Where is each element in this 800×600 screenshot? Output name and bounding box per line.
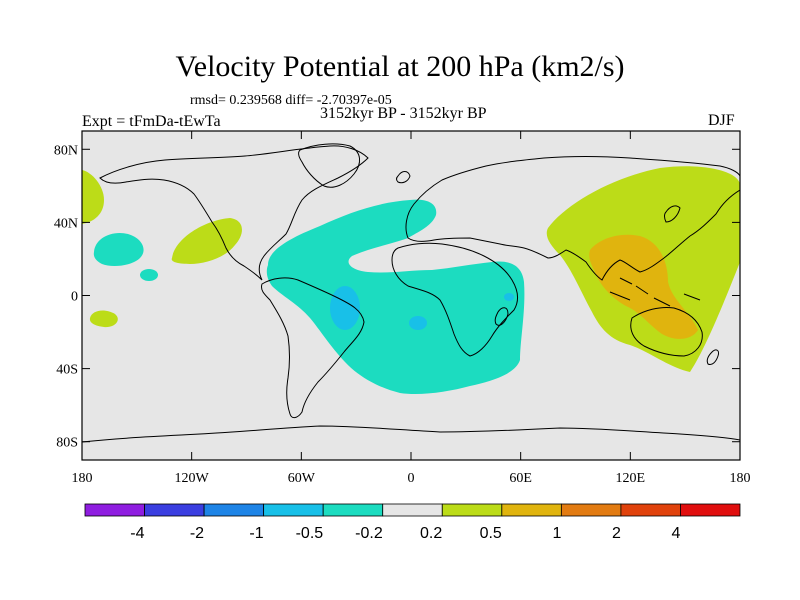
strong-negative-anomaly-core [330, 286, 360, 330]
lon-tick-label: 60W [288, 471, 316, 486]
positive-anomaly-patch [89, 310, 118, 328]
season-label: DJF [708, 112, 735, 129]
negative-anomaly-patch [140, 269, 158, 281]
longitude-axis: 180 120W 60W 0 60E 120E 180 [72, 131, 751, 486]
japan-coastline [664, 205, 681, 223]
colorbar-swatch [560, 503, 622, 517]
colorbar-label: -0.5 [296, 525, 324, 542]
colorbar-label: 2 [612, 525, 621, 542]
lat-tick-label: 80N [54, 143, 78, 158]
africa-coastline [391, 242, 519, 357]
colorbar-swatch [441, 503, 503, 517]
colorbar-label: -0.2 [355, 525, 383, 542]
maritime-continent-coastline [609, 277, 701, 307]
colorbar-label: 0.5 [480, 525, 502, 542]
colorbar-label: -1 [249, 525, 263, 542]
colorbar-swatch [501, 503, 562, 517]
lon-tick-label: 180 [730, 471, 751, 486]
lon-tick-label: 0 [408, 471, 415, 486]
colorbar-swatch [382, 503, 443, 517]
colorbar-swatch [144, 503, 205, 517]
antarctica-coastline [82, 425, 740, 443]
coastlines [82, 143, 740, 443]
lon-tick-label: 60E [509, 471, 532, 486]
strong-negative-anomaly-core [409, 316, 427, 330]
lat-tick-label: 40S [56, 363, 78, 378]
negative-anomaly-patch [93, 232, 144, 266]
experiment-label: Expt = tFmDa-tEwTa [82, 113, 221, 130]
colorbar-swatch [322, 503, 384, 517]
colorbar-swatch [620, 503, 681, 517]
colorbar-swatch [263, 503, 324, 517]
colorbar: -4 -2 -1 -0.5 -0.2 0.2 0.5 1 2 4 [84, 503, 741, 542]
period-label: 3152kyr BP - 3152kyr BP [320, 105, 487, 122]
positive-anomaly-patch [171, 218, 242, 264]
colorbar-label: 4 [672, 525, 681, 542]
eurasia-coastline [405, 156, 740, 281]
contour-fill-layer [82, 143, 740, 443]
latitude-axis: 80N 40N 0 40S 80S [54, 143, 740, 451]
new-zealand-coastline [706, 349, 719, 365]
plot-title: Velocity Potential at 200 hPa (km2/s) [175, 50, 625, 83]
colorbar-label: -4 [130, 525, 144, 542]
stats-label: rmsd= 0.239568 diff= -2.70397e-05 [190, 93, 392, 108]
lon-tick-label: 120W [175, 471, 210, 486]
colorbar-swatch [680, 503, 741, 517]
lat-tick-label: 80S [56, 436, 78, 451]
strong-positive-anomaly-region [589, 234, 698, 339]
colorbar-label: 1 [552, 525, 561, 542]
australia-coastline [630, 307, 703, 357]
colorbar-swatch [84, 503, 145, 517]
greenland-coastline [298, 143, 360, 188]
strong-negative-anomaly-core [504, 293, 514, 301]
lon-tick-label: 120E [616, 471, 646, 486]
colorbar-label: -2 [190, 525, 204, 542]
south-america-coastline [261, 277, 365, 419]
colorbar-swatch [203, 503, 265, 517]
north-america-coastline [99, 145, 369, 281]
uk-coastline [396, 171, 411, 184]
lat-tick-label: 0 [71, 290, 78, 305]
lat-tick-label: 40N [54, 216, 78, 231]
madagascar-coastline [494, 307, 509, 326]
positive-anomaly-patch [82, 170, 104, 224]
colorbar-label: 0.2 [420, 525, 442, 542]
negative-anomaly-region [266, 199, 525, 395]
lon-tick-label: 180 [72, 471, 93, 486]
